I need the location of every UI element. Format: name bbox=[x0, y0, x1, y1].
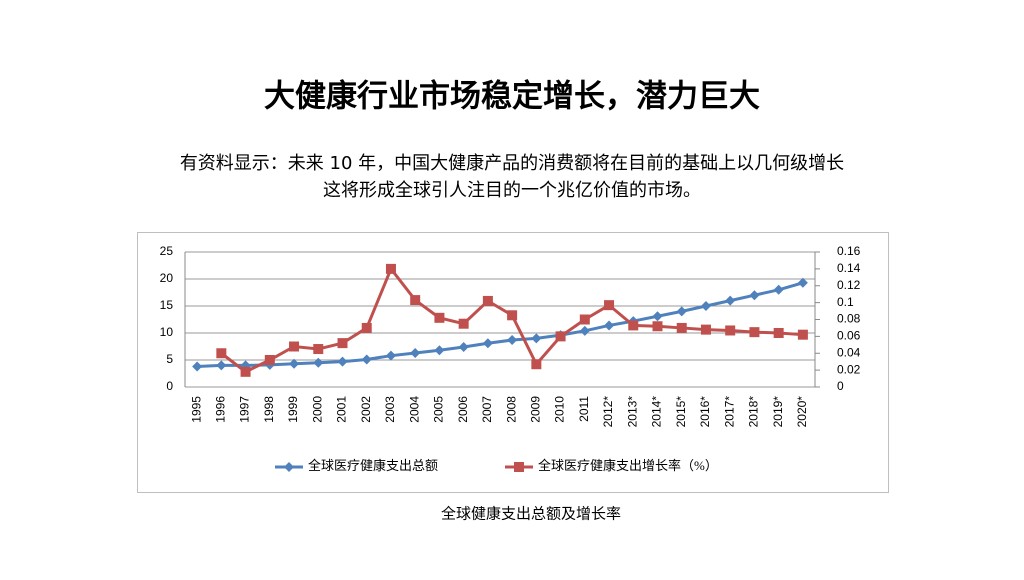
data-point bbox=[313, 344, 324, 355]
x-tick-label: 2010 bbox=[553, 396, 567, 423]
data-point bbox=[700, 301, 711, 311]
data-point bbox=[507, 310, 518, 321]
chart-frame bbox=[137, 232, 889, 493]
data-point bbox=[434, 345, 445, 356]
data-point bbox=[507, 335, 518, 346]
y2-tick-label: 0.04 bbox=[837, 345, 861, 359]
data-point bbox=[797, 329, 808, 340]
data-point bbox=[725, 325, 736, 336]
y-tick-label: 0 bbox=[166, 379, 173, 393]
data-point bbox=[676, 322, 687, 333]
x-tick-label: 2017* bbox=[722, 396, 736, 428]
data-point bbox=[531, 333, 542, 344]
x-tick-label: 2012* bbox=[601, 396, 615, 428]
description-line: 这将形成全球引人注目的一个兆亿价值的市场。 bbox=[323, 180, 701, 201]
y-tick-label: 15 bbox=[160, 298, 174, 312]
y2-tick-label: 0.06 bbox=[837, 329, 861, 343]
data-point bbox=[652, 321, 663, 332]
data-point bbox=[337, 356, 348, 367]
x-tick-label: 2006 bbox=[456, 396, 470, 423]
legend-label: 全球医疗健康支出总额 bbox=[308, 458, 438, 473]
x-tick-label: 2013* bbox=[625, 396, 639, 428]
data-point bbox=[434, 312, 445, 323]
data-point bbox=[482, 338, 493, 349]
x-tick-label: 2011 bbox=[577, 396, 591, 422]
data-point bbox=[216, 360, 227, 371]
y-tick-label: 25 bbox=[160, 244, 174, 258]
data-point bbox=[361, 354, 372, 365]
data-point bbox=[361, 322, 372, 333]
data-point bbox=[531, 359, 542, 370]
x-tick-label: 2014* bbox=[650, 396, 664, 428]
x-tick-label: 2001 bbox=[335, 396, 349, 423]
data-point bbox=[579, 314, 590, 325]
chart-caption: 全球健康支出总额及增长率 bbox=[441, 505, 621, 523]
legend-marker bbox=[284, 462, 294, 472]
data-point bbox=[725, 295, 736, 306]
x-tick-label: 1997 bbox=[238, 396, 252, 423]
data-point bbox=[628, 320, 639, 331]
data-point bbox=[385, 350, 396, 361]
data-point bbox=[749, 327, 760, 338]
x-tick-label: 2018* bbox=[747, 396, 761, 428]
x-tick-label: 2015* bbox=[674, 396, 688, 428]
y2-tick-label: 0.14 bbox=[837, 261, 861, 275]
x-tick-label: 1995 bbox=[189, 396, 203, 423]
data-point bbox=[797, 277, 808, 288]
y2-tick-label: 0.1 bbox=[837, 295, 854, 309]
x-tick-label: 2007 bbox=[480, 396, 494, 423]
data-point bbox=[264, 355, 275, 365]
y-tick-label: 10 bbox=[160, 325, 174, 339]
data-point bbox=[676, 306, 687, 317]
data-point bbox=[652, 311, 663, 322]
x-tick-label: 2019* bbox=[771, 396, 785, 428]
y2-tick-label: 0 bbox=[837, 379, 844, 393]
data-point bbox=[385, 263, 396, 274]
x-tick-label: 1998 bbox=[262, 396, 276, 423]
data-point bbox=[700, 324, 711, 335]
data-point bbox=[458, 318, 469, 329]
data-point bbox=[289, 341, 300, 352]
data-point bbox=[773, 284, 784, 295]
y2-tick-label: 0.08 bbox=[837, 312, 861, 326]
data-point bbox=[337, 338, 348, 349]
x-tick-label: 2020* bbox=[795, 396, 809, 428]
data-point bbox=[579, 325, 590, 336]
data-point bbox=[410, 295, 421, 306]
y2-tick-label: 0.16 bbox=[837, 244, 861, 258]
data-point bbox=[192, 361, 203, 372]
legend-label: 全球医疗健康支出增长率（%） bbox=[538, 458, 718, 473]
y2-tick-label: 0.02 bbox=[837, 362, 861, 376]
data-point bbox=[482, 295, 493, 306]
data-point bbox=[604, 300, 615, 311]
x-tick-label: 1999 bbox=[286, 396, 300, 423]
x-tick-label: 2008 bbox=[504, 396, 518, 423]
data-point bbox=[216, 348, 227, 359]
y-tick-label: 5 bbox=[166, 352, 173, 366]
y2-tick-label: 0.12 bbox=[837, 278, 861, 292]
x-tick-label: 1996 bbox=[214, 396, 228, 423]
data-point bbox=[555, 331, 566, 342]
data-point bbox=[289, 358, 300, 369]
data-point bbox=[773, 328, 784, 338]
x-tick-label: 2016* bbox=[698, 396, 712, 428]
data-point bbox=[749, 290, 760, 301]
slide-title: 大健康行业市场稳定增长，潜力巨大 bbox=[264, 79, 760, 115]
data-point bbox=[313, 357, 324, 368]
x-tick-label: 2004 bbox=[407, 396, 421, 423]
description-line: 有资料显示：未来 10 年，中国大健康产品的消费额将在目前的基础上以几何级增长 bbox=[180, 153, 844, 174]
x-tick-label: 2009 bbox=[529, 396, 543, 423]
x-tick-label: 2005 bbox=[432, 396, 446, 423]
legend-marker bbox=[514, 462, 524, 472]
data-point bbox=[604, 320, 615, 331]
data-point bbox=[410, 347, 421, 358]
x-tick-label: 2000 bbox=[310, 396, 324, 423]
y-tick-label: 20 bbox=[160, 271, 174, 285]
x-tick-label: 2003 bbox=[383, 396, 397, 423]
x-tick-label: 2002 bbox=[359, 396, 373, 423]
data-point bbox=[458, 342, 469, 353]
data-point bbox=[240, 366, 251, 377]
